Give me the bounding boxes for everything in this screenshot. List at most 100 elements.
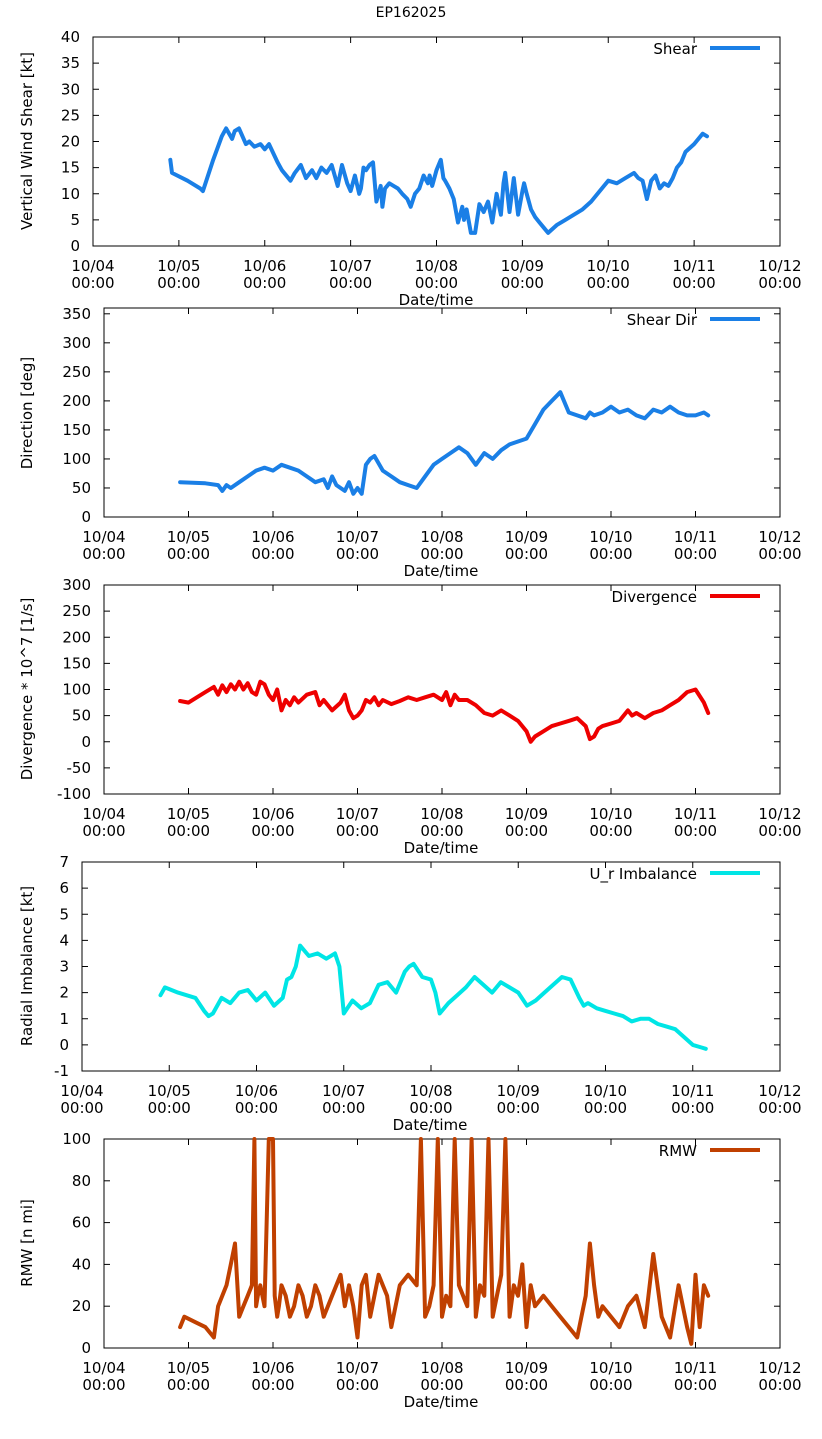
x-tick-label-date: 10/06 — [235, 1082, 278, 1100]
x-tick-label-date: 10/09 — [505, 1359, 548, 1377]
x-tick-label-date: 10/04 — [82, 805, 125, 823]
y-tick-label: 5 — [59, 905, 69, 923]
y-tick-label: 100 — [62, 681, 91, 699]
x-tick-label-date: 10/11 — [674, 1359, 717, 1377]
y-tick-label: 250 — [62, 363, 91, 381]
x-tick-label-time: 00:00 — [167, 545, 210, 563]
y-axis-label: RMW [n mi] — [18, 1199, 36, 1287]
x-tick-label-time: 00:00 — [60, 1099, 103, 1117]
y-tick-label: 40 — [72, 1255, 91, 1273]
x-tick-label-date: 10/04 — [82, 1359, 125, 1377]
y-tick-label: 200 — [62, 392, 91, 410]
x-axis-ticks: 10/0400:0010/0500:0010/0600:0010/0700:00… — [82, 308, 802, 563]
y-tick-label: 200 — [62, 628, 91, 646]
x-tick-label-time: 00:00 — [758, 545, 801, 563]
x-tick-label-date: 10/06 — [251, 1359, 294, 1377]
x-tick-label-date: 10/08 — [420, 805, 463, 823]
x-tick-label-date: 10/05 — [167, 1359, 210, 1377]
x-tick-label-time: 00:00 — [674, 1376, 717, 1394]
x-tick-label-date: 10/12 — [758, 1359, 801, 1377]
x-tick-label-date: 10/09 — [505, 528, 548, 546]
x-tick-label-time: 00:00 — [589, 822, 632, 840]
x-tick-label-time: 00:00 — [587, 274, 630, 292]
x-axis-label: Date/time — [404, 839, 479, 857]
x-axis-label: Date/time — [393, 1116, 468, 1134]
x-tick-label-time: 00:00 — [671, 1099, 714, 1117]
y-axis-ticks: 0 50 100 150 200 250 300 350 — [62, 305, 780, 526]
x-tick-label-time: 00:00 — [589, 545, 632, 563]
legend-label: U_r Imbalance — [589, 865, 697, 884]
y-tick-label: 25 — [61, 106, 80, 124]
y-tick-label: 1 — [59, 1010, 69, 1028]
x-tick-label-date: 10/07 — [329, 257, 372, 275]
y-axis-label: Direction [deg] — [18, 357, 36, 470]
y-axis-ticks: -1 0 1 2 3 4 5 6 7 — [54, 853, 780, 1080]
shear-series-line — [168, 126, 709, 235]
x-axis-ticks: 10/0400:0010/0500:0010/0600:0010/0700:00… — [60, 862, 802, 1117]
x-tick-label-date: 10/12 — [758, 257, 801, 275]
legend-label: Shear Dir — [627, 311, 698, 329]
y-tick-label: 150 — [62, 421, 91, 439]
x-axis-label: Date/time — [404, 1393, 479, 1411]
y-axis-ticks: 0 20 40 60 80 100 — [62, 1130, 780, 1357]
x-tick-label-time: 00:00 — [501, 274, 544, 292]
x-tick-label-time: 00:00 — [505, 545, 548, 563]
rmw-series-line — [178, 1137, 711, 1346]
x-tick-label-time: 00:00 — [251, 822, 294, 840]
y-tick-label: 20 — [72, 1297, 91, 1315]
x-tick-label-time: 00:00 — [758, 1099, 801, 1117]
y-tick-label: 0 — [81, 1339, 91, 1357]
x-tick-label-date: 10/07 — [336, 528, 379, 546]
x-tick-label-time: 00:00 — [589, 1376, 632, 1394]
x-tick-label-date: 10/04 — [82, 528, 125, 546]
x-tick-label-date: 10/11 — [674, 805, 717, 823]
x-tick-label-time: 00:00 — [82, 545, 125, 563]
y-tick-label: 0 — [59, 1036, 69, 1054]
y-tick-label: 60 — [72, 1214, 91, 1232]
y-tick-label: 80 — [72, 1172, 91, 1190]
x-tick-label-date: 10/12 — [758, 1082, 801, 1100]
y-axis-ticks: -100 -50 0 50 100 150 200 250 300 — [57, 576, 780, 803]
x-tick-label-date: 10/08 — [409, 1082, 452, 1100]
x-axis-ticks: 10/0400:0010/0500:0010/0600:0010/0700:00… — [82, 585, 802, 840]
x-tick-label-date: 10/10 — [587, 257, 630, 275]
x-tick-label-date: 10/11 — [674, 528, 717, 546]
x-tick-label-time: 00:00 — [167, 822, 210, 840]
x-tick-label-time: 00:00 — [673, 274, 716, 292]
legend-label: Shear — [653, 40, 697, 58]
x-tick-label-date: 10/10 — [589, 1359, 632, 1377]
x-tick-label-time: 00:00 — [415, 274, 458, 292]
x-axis-ticks: 10/0400:0010/0500:0010/0600:0010/0700:00… — [71, 37, 802, 292]
y-tick-label: 30 — [61, 80, 80, 98]
x-tick-label-time: 00:00 — [235, 1099, 278, 1117]
y-tick-label: 15 — [61, 159, 80, 177]
x-tick-label-date: 10/12 — [758, 805, 801, 823]
x-tick-label-date: 10/09 — [501, 257, 544, 275]
figure-title: EP162025 — [376, 5, 447, 21]
x-tick-label-time: 00:00 — [71, 274, 114, 292]
x-tick-label-time: 00:00 — [497, 1099, 540, 1117]
x-tick-label-date: 10/07 — [336, 1359, 379, 1377]
y-axis-label: Radial Imbalance [kt] — [18, 886, 36, 1046]
y-tick-label: 50 — [72, 479, 91, 497]
x-tick-label-date: 10/07 — [336, 805, 379, 823]
x-tick-label-date: 10/09 — [505, 805, 548, 823]
y-axis-label: Divergence * 10^7 [1/s] — [18, 598, 36, 781]
y-tick-label: 300 — [62, 576, 91, 594]
x-tick-label-time: 00:00 — [409, 1099, 452, 1117]
x-tick-label-date: 10/05 — [167, 805, 210, 823]
y-axis-ticks: 0 5 10 15 20 25 30 35 40 — [61, 28, 780, 255]
y-tick-label: 7 — [59, 853, 69, 871]
x-tick-label-date: 10/10 — [589, 528, 632, 546]
y-tick-label: 0 — [81, 733, 91, 751]
x-tick-label-time: 00:00 — [505, 1376, 548, 1394]
x-tick-label-date: 10/04 — [60, 1082, 103, 1100]
x-axis-label: Date/time — [404, 562, 479, 580]
x-tick-label-time: 00:00 — [82, 1376, 125, 1394]
y-tick-label: -50 — [67, 759, 92, 777]
plot-frame — [103, 584, 781, 795]
x-tick-label-date: 10/10 — [584, 1082, 627, 1100]
